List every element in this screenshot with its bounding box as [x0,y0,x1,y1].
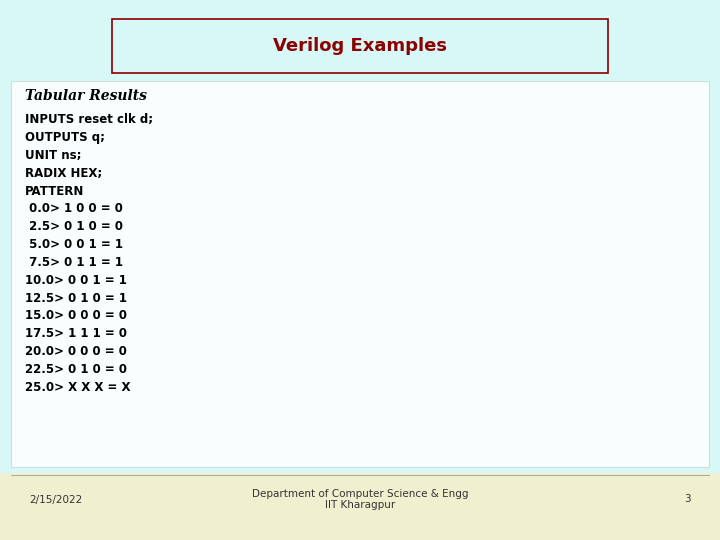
Text: 7.5> 0 1 1 = 1: 7.5> 0 1 1 = 1 [25,256,123,269]
FancyBboxPatch shape [112,19,608,73]
Text: 17.5> 1 1 1 = 0: 17.5> 1 1 1 = 0 [25,327,127,340]
Text: UNIT ns;: UNIT ns; [25,149,81,162]
Text: 2/15/2022: 2/15/2022 [29,495,82,504]
Text: OUTPUTS q;: OUTPUTS q; [25,131,105,144]
FancyBboxPatch shape [11,81,709,467]
FancyBboxPatch shape [0,472,720,540]
Text: 3: 3 [685,495,691,504]
Text: 10.0> 0 0 1 = 1: 10.0> 0 0 1 = 1 [25,274,127,287]
Text: 0.0> 1 0 0 = 0: 0.0> 1 0 0 = 0 [25,202,123,215]
Text: 12.5> 0 1 0 = 1: 12.5> 0 1 0 = 1 [25,292,127,305]
Text: 2.5> 0 1 0 = 0: 2.5> 0 1 0 = 0 [25,220,123,233]
Text: Tabular Results: Tabular Results [25,89,147,103]
Text: 20.0> 0 0 0 = 0: 20.0> 0 0 0 = 0 [25,345,127,358]
Text: 25.0> X X X = X: 25.0> X X X = X [25,381,131,394]
Text: INPUTS reset clk d;: INPUTS reset clk d; [25,113,153,126]
Text: PATTERN: PATTERN [25,185,84,198]
Text: 15.0> 0 0 0 = 0: 15.0> 0 0 0 = 0 [25,309,127,322]
Text: RADIX HEX;: RADIX HEX; [25,167,102,180]
Text: 22.5> 0 1 0 = 0: 22.5> 0 1 0 = 0 [25,363,127,376]
Text: Department of Computer Science & Engg
IIT Kharagpur: Department of Computer Science & Engg II… [252,489,468,510]
Text: Verilog Examples: Verilog Examples [273,37,447,55]
Text: 5.0> 0 0 1 = 1: 5.0> 0 0 1 = 1 [25,238,123,251]
